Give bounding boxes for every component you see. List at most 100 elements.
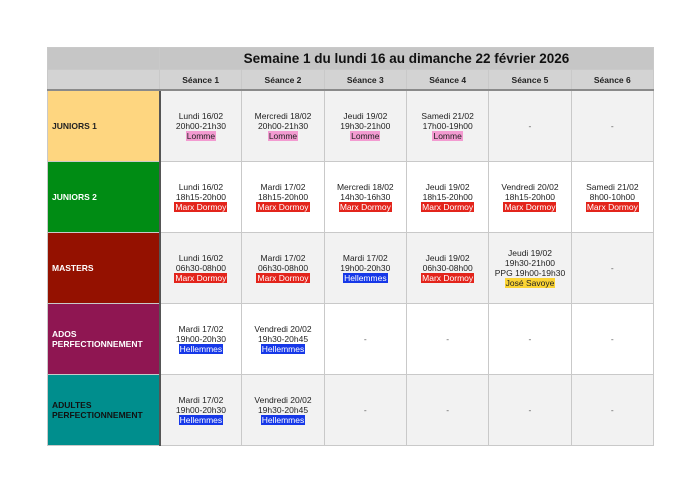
location-tag: Marx Dormoy bbox=[338, 202, 392, 212]
session-line: 18h15-20h00 bbox=[504, 192, 556, 202]
group-row: JUNIORS 2 Lundi 16/02 18h15-20h00 Marx Dorm… bbox=[47, 161, 655, 233]
empty-session-dash: - bbox=[446, 405, 450, 415]
session-cell: Lundi 16/02 06h30-08h00 Marx Dormoy bbox=[158, 232, 243, 304]
session-cell: - bbox=[488, 89, 572, 162]
location-tag: Lomme bbox=[267, 131, 299, 141]
week-title: Semaine 1 du lundi 16 au dimanche 22 fév… bbox=[159, 47, 654, 70]
session-line: Jeudi 19/02 bbox=[508, 248, 552, 258]
session-line: Samedi 21/02 bbox=[586, 182, 639, 192]
group-row: ADOS PERFECTIONNEMENT Mardi 17/02 19h00-20… bbox=[47, 303, 655, 375]
schedule-table: Semaine 1 du lundi 16 au dimanche 22 fév… bbox=[47, 47, 655, 446]
title-row: Semaine 1 du lundi 16 au dimanche 22 fév… bbox=[47, 47, 654, 70]
session-line: Mardi 17/02 bbox=[342, 253, 388, 263]
session-line: 19h00-20h30 bbox=[340, 263, 391, 273]
session-line: 19h30-21h00 bbox=[504, 258, 556, 268]
location-tag: Hellemmes bbox=[260, 415, 306, 425]
group-row: MASTERS Lundi 16/02 06h30-08h00 Marx Dormoy… bbox=[47, 232, 655, 304]
session-cell: Vendredi 20/02 18h15-20h00 Marx Dormoy bbox=[488, 161, 572, 233]
column-header-seance-1: Séance 1 bbox=[158, 69, 243, 91]
session-cell: Mardi 17/02 19h00-20h30 Hellemmes bbox=[323, 232, 407, 304]
session-cell: - bbox=[488, 374, 572, 446]
session-line: 18h15-20h00 bbox=[257, 192, 309, 202]
empty-session-dash: - bbox=[446, 334, 450, 344]
empty-session-dash: - bbox=[610, 263, 614, 273]
session-cell: Mardi 17/02 19h00-20h30 Hellemmes bbox=[158, 303, 243, 375]
session-line: Samedi 21/02 bbox=[421, 111, 474, 121]
empty-session-dash: - bbox=[610, 121, 614, 131]
session-cell: - bbox=[570, 303, 655, 375]
group-row: ADULTES PERFECTIONNEMENT Mardi 17/02 19h00… bbox=[47, 374, 655, 446]
session-line: Jeudi 19/02 bbox=[343, 111, 388, 121]
location-tag: Marx Dormoy bbox=[174, 202, 228, 212]
session-line: 20h00-21h30 bbox=[257, 121, 309, 131]
session-line: Lundi 16/02 bbox=[178, 111, 224, 121]
session-line: Vendredi 20/02 bbox=[254, 395, 312, 405]
session-line: 06h30-08h00 bbox=[257, 263, 309, 273]
session-line: 19h30-21h00 bbox=[340, 121, 391, 131]
session-cell: Lundi 16/02 20h00-21h30 Lomme bbox=[158, 89, 243, 162]
location-tag: Marx Dormoy bbox=[256, 273, 310, 283]
session-line: 18h15-20h00 bbox=[422, 192, 473, 202]
group-label: JUNIORS 2 bbox=[47, 161, 161, 233]
column-header-seance-4: Séance 4 bbox=[405, 69, 490, 91]
location-tag: Lomme bbox=[185, 131, 217, 141]
session-cell: Mercredi 18/02 14h30-16h30 Marx Dormoy bbox=[323, 161, 407, 233]
corner-cell bbox=[47, 69, 160, 91]
session-line: 18h15-20h00 bbox=[175, 192, 226, 202]
group-label: ADOS PERFECTIONNEMENT bbox=[47, 303, 161, 375]
session-cell: - bbox=[488, 303, 572, 375]
session-line: 19h00-20h30 bbox=[175, 334, 226, 344]
empty-session-dash: - bbox=[610, 334, 614, 344]
location-tag: Hellemmes bbox=[260, 344, 306, 354]
empty-session-dash: - bbox=[363, 334, 367, 344]
session-cell: Mardi 17/02 18h15-20h00 Marx Dormoy bbox=[241, 161, 325, 233]
group-label: ADULTES PERFECTIONNEMENT bbox=[47, 374, 161, 446]
session-cell: Jeudi 19/02 18h15-20h00 Marx Dormoy bbox=[405, 161, 490, 233]
session-line: 17h00-19h00 bbox=[422, 121, 473, 131]
session-cell: - bbox=[570, 89, 655, 162]
session-line: Vendredi 20/02 bbox=[501, 182, 559, 192]
session-cell: - bbox=[570, 232, 655, 304]
column-header-seance-6: Séance 6 bbox=[570, 69, 655, 91]
session-cell: Lundi 16/02 18h15-20h00 Marx Dormoy bbox=[158, 161, 243, 233]
column-header-row: Séance 1 Séance 2 Séance 3 Séance 4 Séance 5… bbox=[47, 69, 655, 91]
corner-cell bbox=[47, 47, 160, 70]
session-line: 14h30-16h30 bbox=[340, 192, 391, 202]
location-tag: Marx Dormoy bbox=[585, 202, 639, 212]
location-tag: Marx Dormoy bbox=[256, 202, 310, 212]
group-row: JUNIORS 1 Lundi 16/02 20h00-21h30 Lomme Merc… bbox=[47, 89, 655, 162]
session-line: Jeudi 19/02 bbox=[425, 182, 470, 192]
session-line: 19h30-20h45 bbox=[257, 405, 309, 415]
session-line: Mardi 17/02 bbox=[178, 324, 224, 334]
empty-session-dash: - bbox=[363, 405, 367, 415]
session-cell: Mardi 17/02 06h30-08h00 Marx Dormoy bbox=[241, 232, 325, 304]
session-line: Jeudi 19/02 bbox=[425, 253, 470, 263]
empty-session-dash: - bbox=[528, 405, 532, 415]
session-cell: Jeudi 19/02 06h30-08h00 Marx Dormoy bbox=[405, 232, 490, 304]
session-cell: - bbox=[405, 374, 490, 446]
location-tag: José Savoye bbox=[504, 278, 556, 288]
location-tag: Marx Dormoy bbox=[421, 273, 475, 283]
location-tag: Marx Dormoy bbox=[503, 202, 557, 212]
session-line: Vendredi 20/02 bbox=[254, 324, 312, 334]
session-line: Mercredi 18/02 bbox=[254, 111, 312, 121]
session-line: 06h30-08h00 bbox=[422, 263, 473, 273]
session-line: Mardi 17/02 bbox=[260, 182, 306, 192]
column-header-seance-3: Séance 3 bbox=[323, 69, 407, 91]
session-line: 06h30-08h00 bbox=[175, 263, 226, 273]
session-line: 19h00-20h30 bbox=[175, 405, 226, 415]
empty-session-dash: - bbox=[528, 334, 532, 344]
location-tag: Hellemmes bbox=[178, 344, 224, 354]
empty-session-dash: - bbox=[528, 121, 532, 131]
session-cell: Samedi 21/02 17h00-19h00 Lomme bbox=[405, 89, 490, 162]
session-cell: Mardi 17/02 19h00-20h30 Hellemmes bbox=[158, 374, 243, 446]
session-cell: Jeudi 19/02 19h30-21h00 Lomme bbox=[323, 89, 407, 162]
session-line: Lundi 16/02 bbox=[178, 253, 224, 263]
session-cell: - bbox=[323, 303, 407, 375]
session-cell: Vendredi 20/02 19h30-20h45 Hellemmes bbox=[241, 303, 325, 375]
empty-session-dash: - bbox=[610, 405, 614, 415]
location-tag: Marx Dormoy bbox=[174, 273, 228, 283]
session-line: Mardi 17/02 bbox=[260, 253, 306, 263]
column-header-seance-5: Séance 5 bbox=[488, 69, 572, 91]
session-cell: - bbox=[570, 374, 655, 446]
